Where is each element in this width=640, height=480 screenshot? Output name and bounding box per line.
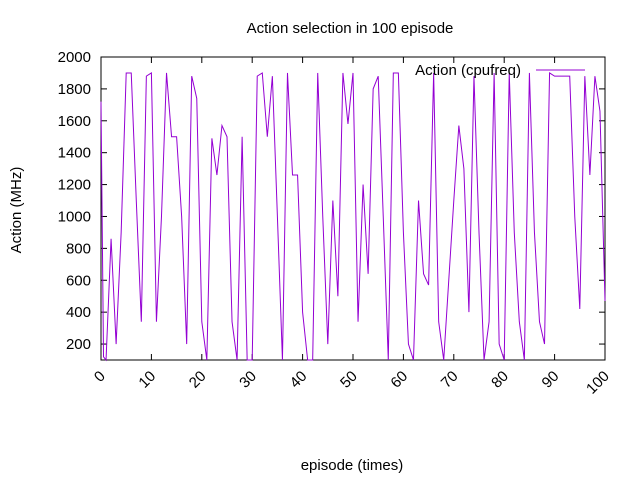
x-tick-label: 60 xyxy=(387,368,411,392)
x-axis-label: episode (times) xyxy=(301,457,404,474)
x-tick-label: 100 xyxy=(583,368,613,398)
y-tick-label: 600 xyxy=(66,272,91,289)
y-tick-label: 1600 xyxy=(58,113,91,130)
y-tick-label: 2000 xyxy=(58,49,91,66)
x-tick-label: 80 xyxy=(488,368,512,392)
series-line-0 xyxy=(100,72,606,362)
chart-title: Action selection in 100 episode xyxy=(247,20,454,37)
legend: Action (cpufreq) xyxy=(415,62,585,79)
x-tick-label: 70 xyxy=(438,368,462,392)
x-tick-label: 0 xyxy=(91,368,109,386)
y-tick-label: 1200 xyxy=(58,177,91,194)
plot-frame xyxy=(100,56,606,361)
y-tick-label: 1000 xyxy=(58,208,91,225)
y-tick-label: 200 xyxy=(66,336,91,353)
y-tick-label: 1800 xyxy=(58,81,91,98)
y-axis-label: Action (MHz) xyxy=(8,167,25,254)
x-tick-label: 10 xyxy=(135,368,159,392)
y-axis-ticks: 200 400 600 800 1000 1200 1400 1600 1800 2000 xyxy=(58,49,605,353)
y-tick-label: 400 xyxy=(66,304,91,321)
y-tick-label: 1400 xyxy=(58,145,91,162)
x-tick-label: 90 xyxy=(539,368,563,392)
legend-label: Action (cpufreq) xyxy=(415,62,521,79)
x-tick-label: 20 xyxy=(186,368,210,392)
series-layer xyxy=(100,72,606,362)
x-tick-label: 50 xyxy=(337,368,361,392)
x-tick-label: 30 xyxy=(236,368,260,392)
x-tick-label: 40 xyxy=(287,368,311,392)
y-tick-label: 800 xyxy=(66,240,91,257)
